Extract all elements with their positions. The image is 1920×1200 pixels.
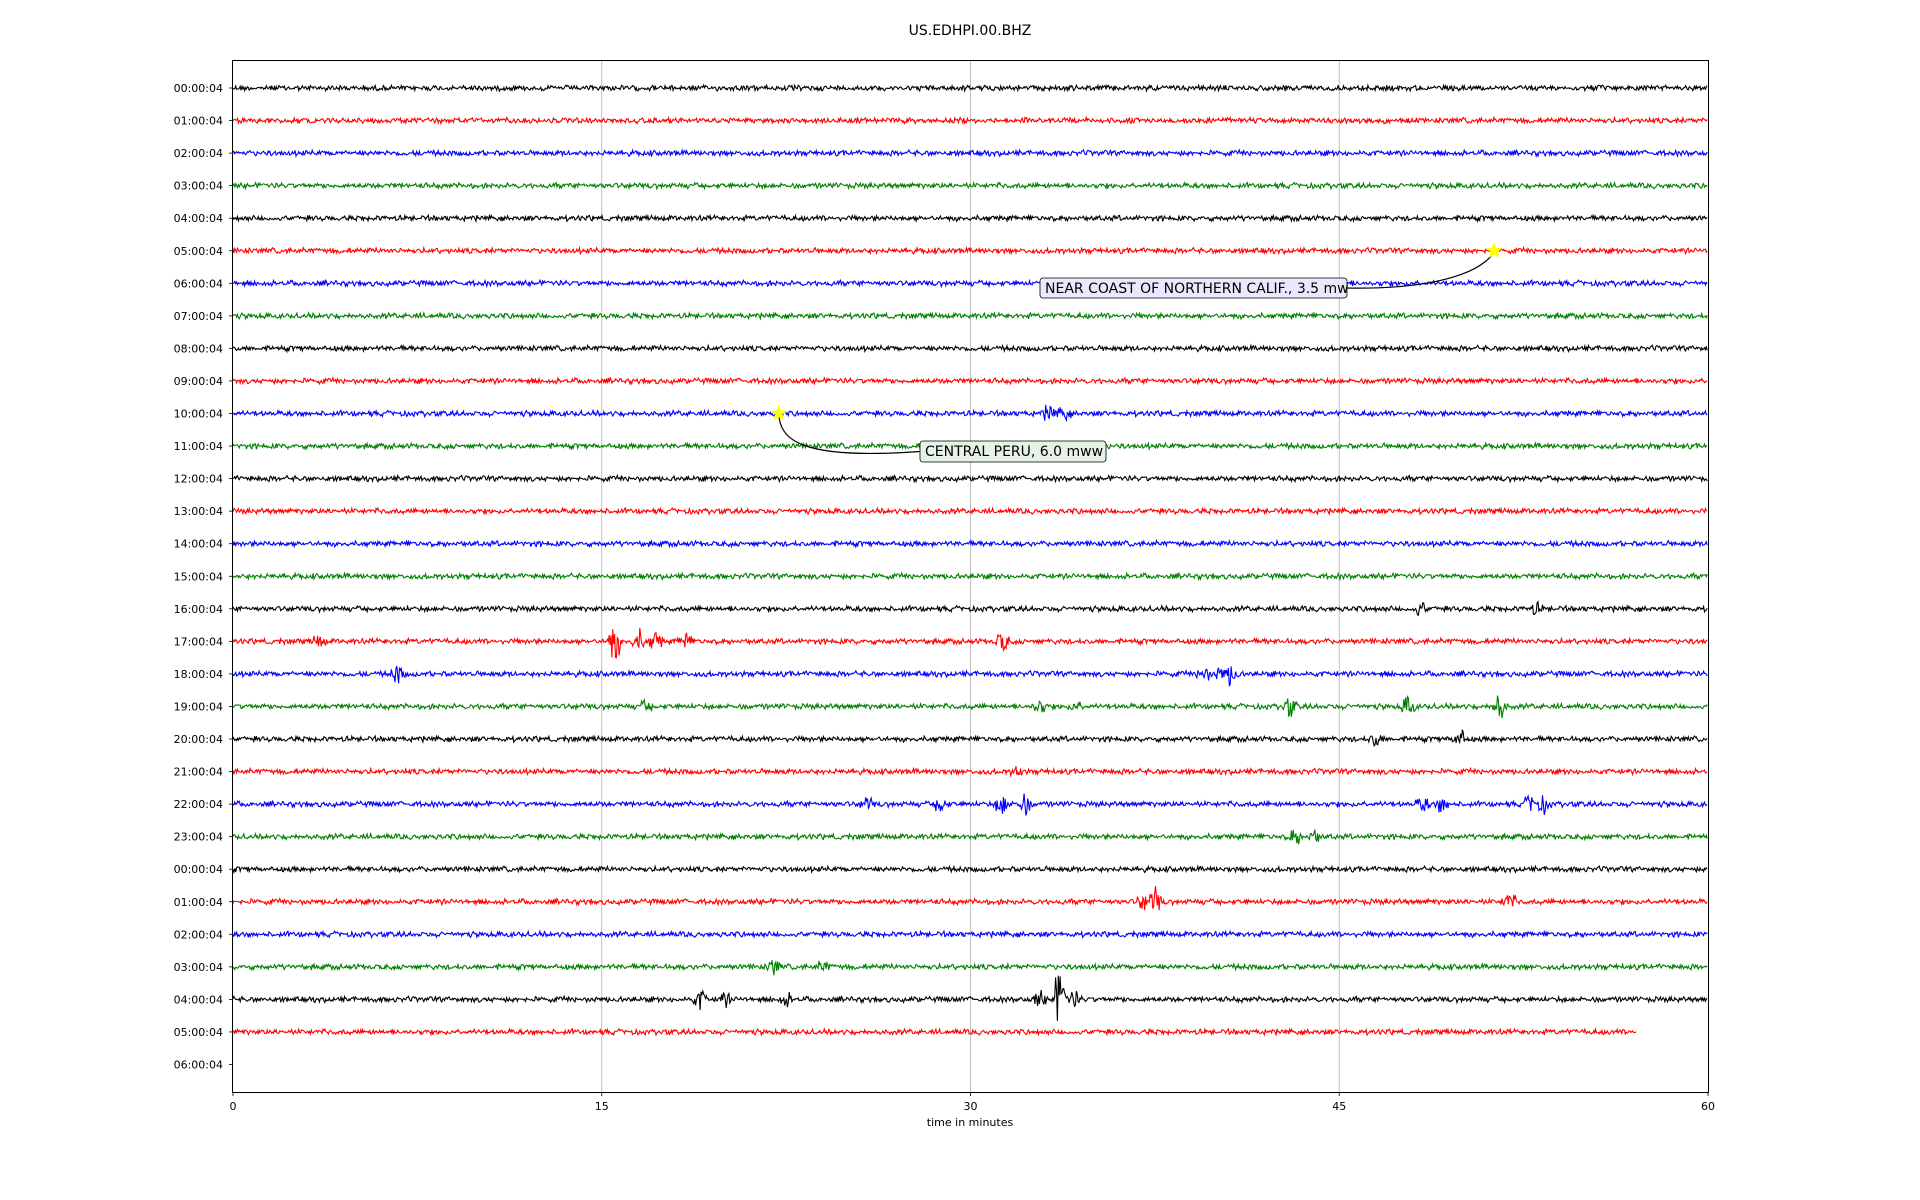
- y-tick-label: 00:00:04: [174, 82, 223, 95]
- trace-line: [232, 473, 1708, 484]
- trace-line: [232, 829, 1708, 845]
- y-tick-label: 06:00:04: [174, 277, 223, 290]
- trace-line: [232, 213, 1708, 224]
- trace-line: [232, 404, 1708, 423]
- y-tick-label: 08:00:04: [174, 342, 223, 355]
- x-axis-label: time in minutes: [927, 1116, 1014, 1129]
- y-tick-label: 06:00:04: [174, 1059, 223, 1072]
- trace-line: [232, 729, 1708, 748]
- trace-line: [232, 960, 1708, 976]
- trace-line: [232, 538, 1708, 549]
- trace-line: [232, 975, 1708, 1021]
- y-tick-label: 05:00:04: [174, 1026, 223, 1039]
- y-tick-label: 12:00:04: [174, 473, 223, 486]
- trace-line: [232, 180, 1708, 191]
- y-tick-label: 13:00:04: [174, 505, 223, 518]
- annotation-box: [919, 440, 1107, 463]
- trace-line: [232, 864, 1708, 875]
- y-tick-label: 11:00:04: [174, 440, 223, 453]
- y-tick-label: 01:00:04: [174, 115, 223, 128]
- trace-line: [232, 1027, 1637, 1037]
- trace-line: [232, 278, 1708, 289]
- y-tick-label: 03:00:04: [174, 961, 223, 974]
- event-star-marker: [1485, 242, 1503, 258]
- trace-line: [232, 665, 1708, 687]
- annotation-label: NEAR COAST OF NORTHERN CALIF., 3.5 mw: [1045, 281, 1349, 297]
- trace-line: [232, 343, 1708, 354]
- y-tick-label: 02:00:04: [174, 928, 223, 941]
- trace-line: [232, 376, 1708, 386]
- y-tick-label: 07:00:04: [174, 310, 223, 323]
- y-tick-label: 10:00:04: [174, 408, 223, 421]
- x-tick-label: 15: [595, 1100, 609, 1113]
- trace-line: [232, 886, 1708, 911]
- chart-title: US.EDHPI.00.BHZ: [909, 23, 1032, 39]
- x-tick-label: 30: [964, 1100, 978, 1113]
- y-tick-label: 20:00:04: [174, 733, 223, 746]
- trace-line: [232, 793, 1708, 816]
- trace-series: [232, 83, 1708, 1037]
- event-annotation: CENTRAL PERU, 6.0 mww: [770, 404, 1107, 463]
- y-tick-label: 00:00:04: [174, 863, 223, 876]
- y-tick-label: 14:00:04: [174, 538, 223, 551]
- annotation-label: CENTRAL PERU, 6.0 mww: [925, 444, 1103, 460]
- x-tick-label: 0: [230, 1100, 237, 1113]
- y-tick-label: 18:00:04: [174, 668, 223, 681]
- trace-line: [232, 115, 1708, 126]
- trace-line: [232, 766, 1708, 778]
- x-tick-label: 60: [1701, 1100, 1715, 1113]
- event-annotation: NEAR COAST OF NORTHERN CALIF., 3.5 mw: [1039, 242, 1503, 299]
- y-tick-label: 17:00:04: [174, 635, 223, 648]
- y-tick-label: 03:00:04: [174, 180, 223, 193]
- y-tick-label: 01:00:04: [174, 896, 223, 909]
- y-tick-label: 04:00:04: [174, 212, 223, 225]
- y-tick-label: 23:00:04: [174, 831, 223, 844]
- trace-line: [232, 245, 1708, 256]
- event-star-marker: [770, 404, 788, 421]
- event-annotations: NEAR COAST OF NORTHERN CALIF., 3.5 mw CEN…: [770, 242, 1503, 463]
- y-tick-label: 21:00:04: [174, 766, 223, 779]
- trace-line: [232, 571, 1708, 582]
- trace-line: [232, 310, 1708, 321]
- y-tick-label: 19:00:04: [174, 700, 223, 713]
- x-tick-label: 45: [1332, 1100, 1346, 1113]
- annotation-connector: [778, 413, 921, 455]
- trace-line: [232, 929, 1708, 940]
- trace-line: [232, 506, 1708, 516]
- trace-line: [232, 694, 1708, 719]
- trace-line: [232, 600, 1708, 617]
- annotation-box: [1039, 277, 1348, 299]
- trace-line: [232, 627, 1708, 659]
- trace-line: [232, 83, 1708, 93]
- y-tick-label: 16:00:04: [174, 603, 223, 616]
- y-tick-label: 04:00:04: [174, 993, 223, 1006]
- y-tick-label: 05:00:04: [174, 245, 223, 258]
- x-axis-ticks: 0 15 30 45 60: [230, 1092, 1715, 1113]
- y-tick-label: 09:00:04: [174, 375, 223, 388]
- y-tick-label: 22:00:04: [174, 798, 223, 811]
- y-axis-ticks: 00:00:04 01:00:04 02:00:04 03:00:04 04:00:04…: [174, 82, 233, 1072]
- y-tick-label: 02:00:04: [174, 147, 223, 160]
- trace-line: [232, 148, 1708, 159]
- y-tick-label: 15:00:04: [174, 570, 223, 583]
